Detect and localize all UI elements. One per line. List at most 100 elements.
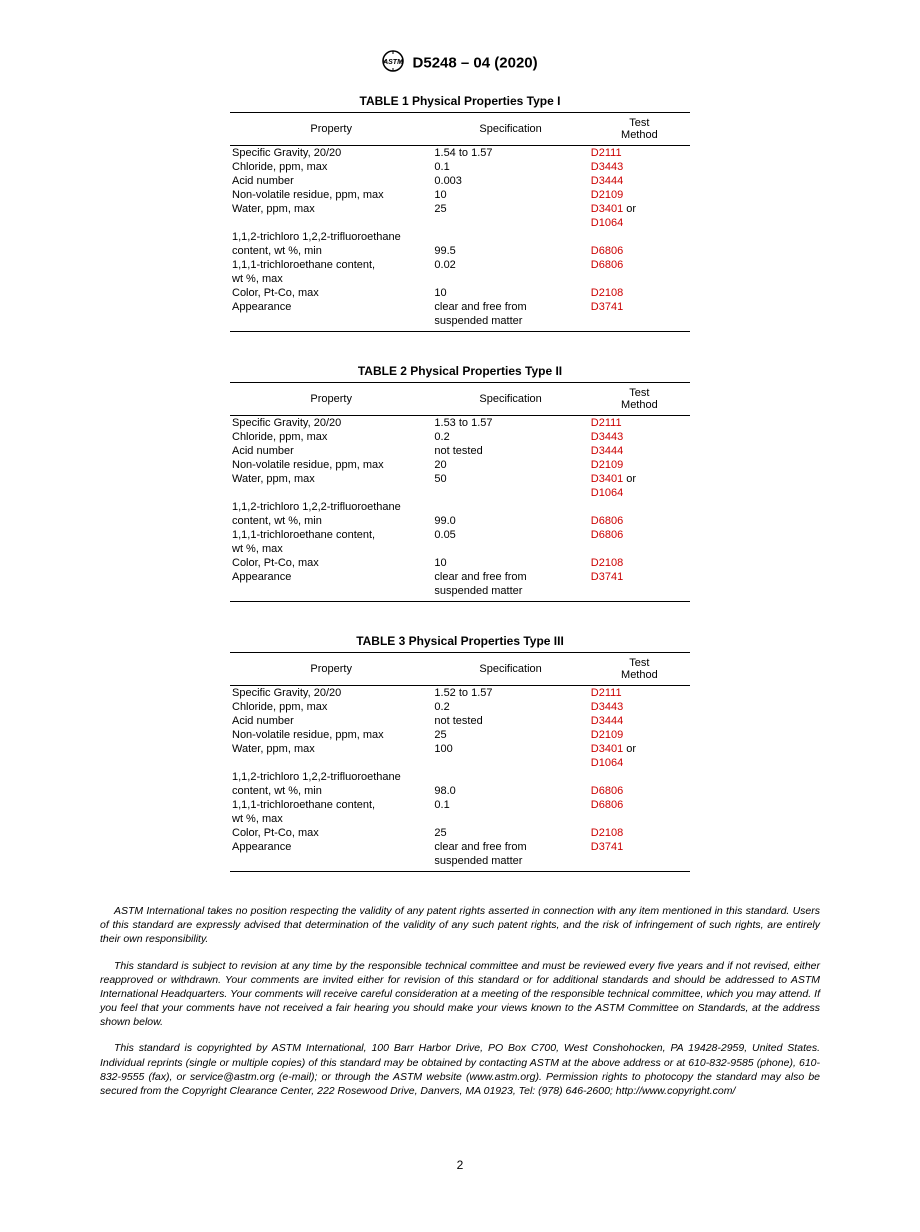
test-method-link[interactable]: D3443 xyxy=(591,701,623,713)
column-header: Specification xyxy=(432,653,588,686)
test-method-link[interactable]: D2108 xyxy=(591,287,623,299)
specification-cell xyxy=(432,272,588,286)
property-cell: Acid number xyxy=(230,714,432,728)
specification-cell: 1.54 to 1.57 xyxy=(432,146,588,161)
property-cell: Acid number xyxy=(230,444,432,458)
specification-cell: 20 xyxy=(432,458,588,472)
property-cell: Specific Gravity, 20/20 xyxy=(230,146,432,161)
test-method-link[interactable]: D6806 xyxy=(591,799,623,811)
specification-cell: 99.5 xyxy=(432,244,588,258)
property-cell: Chloride, ppm, max xyxy=(230,160,432,174)
test-method-link[interactable]: D2109 xyxy=(591,729,623,741)
test-method-link[interactable]: D1064 xyxy=(591,757,623,769)
table-row: Water, ppm, max25D3401 or xyxy=(230,202,690,216)
property-cell: 1,1,1-trichloroethane content, xyxy=(230,258,432,272)
table-block: TABLE 3 Physical Properties Type III Prop… xyxy=(230,634,690,872)
table-row: Specific Gravity, 20/201.52 to 1.57D2111 xyxy=(230,686,690,701)
table-row: content, wt %, min99.0D6806 xyxy=(230,514,690,528)
test-method-link[interactable]: D6806 xyxy=(591,259,623,271)
specification-cell: 1.53 to 1.57 xyxy=(432,416,588,431)
test-method-cell xyxy=(589,500,690,514)
test-method-link[interactable]: D3741 xyxy=(591,841,623,853)
test-method-link[interactable]: D2108 xyxy=(591,557,623,569)
test-method-link[interactable]: D2109 xyxy=(591,459,623,471)
test-method-link[interactable]: D3443 xyxy=(591,431,623,443)
property-cell: Color, Pt-Co, max xyxy=(230,556,432,570)
table-row: wt %, max xyxy=(230,812,690,826)
specification-cell: 0.2 xyxy=(432,700,588,714)
test-method-link[interactable]: D6806 xyxy=(591,515,623,527)
test-method-cell: D2109 xyxy=(589,728,690,742)
test-method-link[interactable]: D6806 xyxy=(591,245,623,257)
test-method-link[interactable]: D1064 xyxy=(591,487,623,499)
test-method-link[interactable]: D3401 xyxy=(591,473,623,485)
test-method-link[interactable]: D2108 xyxy=(591,827,623,839)
table-row: Chloride, ppm, max0.1D3443 xyxy=(230,160,690,174)
document-header: ASTM D5248 – 04 (2020) xyxy=(100,50,820,76)
column-header: TestMethod xyxy=(589,113,690,146)
table-row: D1064 xyxy=(230,486,690,500)
test-method-cell: D1064 xyxy=(589,486,690,500)
property-cell: Non-volatile residue, ppm, max xyxy=(230,188,432,202)
test-method-cell: D6806 xyxy=(589,528,690,542)
standard-designation: D5248 – 04 (2020) xyxy=(413,55,538,72)
specification-cell xyxy=(432,486,588,500)
test-method-cell: D6806 xyxy=(589,784,690,798)
specification-cell: 98.0 xyxy=(432,784,588,798)
test-method-link[interactable]: D2111 xyxy=(591,417,622,429)
property-cell: Non-volatile residue, ppm, max xyxy=(230,458,432,472)
test-method-cell xyxy=(589,272,690,286)
property-cell: Appearance xyxy=(230,570,432,584)
property-cell: Water, ppm, max xyxy=(230,202,432,216)
specification-cell: 10 xyxy=(432,286,588,300)
table-row: content, wt %, min99.5D6806 xyxy=(230,244,690,258)
test-method-link[interactable]: D3443 xyxy=(591,161,623,173)
test-method-link[interactable]: D6806 xyxy=(591,529,623,541)
test-method-link[interactable]: D3444 xyxy=(591,445,623,457)
test-method-cell: D3401 or xyxy=(589,472,690,486)
test-method-link[interactable]: D3741 xyxy=(591,571,623,583)
test-method-cell xyxy=(589,542,690,556)
test-method-link[interactable]: D6806 xyxy=(591,785,623,797)
test-method-link[interactable]: D3741 xyxy=(591,301,623,313)
footer-paragraph-copyright: This standard is copyrighted by ASTM Int… xyxy=(100,1041,820,1098)
specification-cell: suspended matter xyxy=(432,584,588,602)
test-method-link[interactable]: D3444 xyxy=(591,715,623,727)
test-method-link[interactable]: D2111 xyxy=(591,687,622,699)
physical-properties-table: PropertySpecificationTestMethodSpecific … xyxy=(230,652,690,872)
table-row: Non-volatile residue, ppm, max10D2109 xyxy=(230,188,690,202)
test-method-cell: D1064 xyxy=(589,216,690,230)
test-method-cell: D1064 xyxy=(589,756,690,770)
specification-cell: 0.02 xyxy=(432,258,588,272)
test-method-cell: D3444 xyxy=(589,174,690,188)
specification-cell: clear and free from xyxy=(432,300,588,314)
test-method-link[interactable]: D3444 xyxy=(591,175,623,187)
specification-cell: 10 xyxy=(432,188,588,202)
test-method-cell xyxy=(589,770,690,784)
table-row: Non-volatile residue, ppm, max20D2109 xyxy=(230,458,690,472)
property-cell xyxy=(230,854,432,872)
property-cell: 1,1,1-trichloroethane content, xyxy=(230,528,432,542)
table-row: suspended matter xyxy=(230,584,690,602)
column-header: Property xyxy=(230,653,432,686)
svg-text:ASTM: ASTM xyxy=(382,59,403,66)
property-cell: Chloride, ppm, max xyxy=(230,700,432,714)
test-method-link[interactable]: D2109 xyxy=(591,189,623,201)
test-method-cell: D6806 xyxy=(589,798,690,812)
specification-cell: 25 xyxy=(432,202,588,216)
table-title: TABLE 3 Physical Properties Type III xyxy=(230,634,690,648)
table-row: 1,1,1-trichloroethane content,0.02D6806 xyxy=(230,258,690,272)
specification-cell: clear and free from xyxy=(432,840,588,854)
test-method-cell: D2111 xyxy=(589,686,690,701)
table-row: suspended matter xyxy=(230,314,690,332)
property-cell: Acid number xyxy=(230,174,432,188)
specification-cell: 100 xyxy=(432,742,588,756)
specification-cell: suspended matter xyxy=(432,314,588,332)
column-header: Specification xyxy=(432,113,588,146)
test-method-link[interactable]: D1064 xyxy=(591,217,623,229)
test-method-cell: D6806 xyxy=(589,244,690,258)
test-method-link[interactable]: D3401 xyxy=(591,743,623,755)
table-row: content, wt %, min98.0D6806 xyxy=(230,784,690,798)
test-method-link[interactable]: D2111 xyxy=(591,147,622,159)
test-method-link[interactable]: D3401 xyxy=(591,203,623,215)
